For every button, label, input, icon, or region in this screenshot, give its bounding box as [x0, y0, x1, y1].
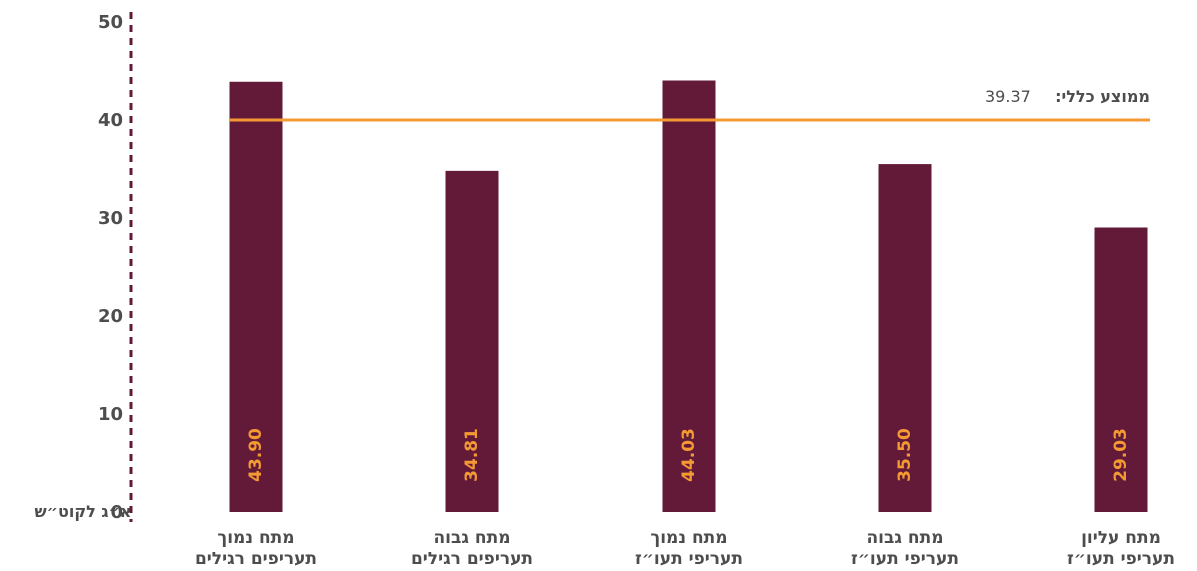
- bar: [878, 164, 932, 512]
- bar-value-label: 34.81: [462, 428, 482, 482]
- bar-value-label: 29.03: [1111, 428, 1131, 482]
- y-tick-label: 20: [98, 306, 123, 327]
- x-category-label: מתח נמוך: [650, 528, 727, 548]
- bar-value-label: 43.90: [246, 428, 266, 482]
- x-category-label: תעריפי תעו״ז: [635, 549, 743, 569]
- x-category-label: מתח גבוה: [867, 528, 944, 548]
- y-tick-label: 30: [98, 208, 123, 229]
- bars: 43.90 34.81 44.03 35.50 29.03: [229, 80, 1148, 513]
- y-axis-label: א״ג לקוט״ש: [34, 502, 131, 521]
- bar-value-label: 44.03: [679, 428, 699, 482]
- x-category-label: תעריפי תעו״ז: [851, 549, 959, 569]
- average-value: 39.37: [985, 87, 1031, 106]
- bar-value-label: 35.50: [895, 428, 915, 482]
- y-tick-label: 10: [98, 404, 123, 425]
- bar: [445, 170, 499, 512]
- average-group: 39.37 ממוצע כללי:: [229, 87, 1150, 122]
- x-category-label: מתח גבוה: [434, 528, 511, 548]
- y-tick-label: 40: [98, 110, 123, 131]
- x-category-label: מתח עליון: [1081, 528, 1161, 548]
- x-category-label: תעריפים רגילים: [195, 549, 317, 569]
- x-category-label: מתח נמוך: [217, 528, 294, 548]
- y-tick-label: 0: [110, 502, 123, 523]
- average-label: ממוצע כללי:: [1055, 87, 1150, 106]
- bar: [229, 81, 283, 512]
- y-axis: 0 10 20 30 40 50 א״ג לקוט״ש: [34, 12, 133, 523]
- bar: [662, 80, 716, 513]
- x-category-label: תעריפים רגילים: [411, 549, 533, 569]
- bar: [1094, 227, 1148, 513]
- y-tick-label: 50: [98, 12, 123, 33]
- x-category-label: תעריפי תעו״ז: [1067, 549, 1175, 569]
